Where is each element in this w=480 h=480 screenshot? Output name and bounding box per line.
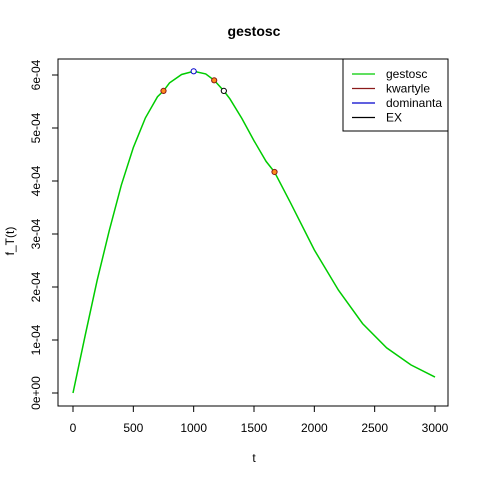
chart-title: gestosc bbox=[228, 23, 281, 39]
y-tick-label: 0e+00 bbox=[29, 376, 43, 410]
legend-label: kwartyle bbox=[386, 82, 430, 96]
marker-kwartyle bbox=[160, 87, 167, 95]
x-tick-label: 3000 bbox=[422, 421, 449, 435]
y-tick-label: 4e-04 bbox=[29, 165, 43, 196]
legend-label: dominanta bbox=[386, 96, 442, 110]
marker-EX bbox=[220, 87, 227, 95]
y-tick-label: 3e-04 bbox=[29, 218, 43, 249]
x-axis: 0 500 1000 1500 2000 2500 3000 bbox=[70, 405, 449, 435]
marker-kwartyle bbox=[211, 77, 218, 84]
y-axis: 0e+00 1e-04 2e-04 3e-04 4e-04 5e-04 6e-04 bbox=[29, 59, 59, 410]
x-tick-label: 1500 bbox=[241, 421, 268, 435]
y-axis-label: f_T(t) bbox=[3, 227, 17, 256]
x-axis-label: t bbox=[252, 451, 256, 465]
x-tick-label: 2000 bbox=[301, 421, 328, 435]
legend-box bbox=[342, 58, 449, 132]
legend-label: EX bbox=[386, 111, 402, 125]
y-tick-label: 2e-04 bbox=[29, 271, 43, 302]
marker-dominanta bbox=[190, 68, 197, 75]
y-tick-label: 6e-04 bbox=[29, 59, 43, 90]
marker-kwartyle bbox=[271, 168, 278, 176]
x-tick-label: 500 bbox=[123, 421, 143, 435]
y-tick-label: 1e-04 bbox=[29, 324, 43, 355]
legend-label: gestosc bbox=[386, 67, 427, 81]
x-tick-label: 0 bbox=[70, 421, 77, 435]
x-tick-label: 1000 bbox=[180, 421, 207, 435]
markers-layer bbox=[160, 68, 278, 176]
x-tick-label: 2500 bbox=[361, 421, 388, 435]
y-tick-label: 5e-04 bbox=[29, 112, 43, 143]
